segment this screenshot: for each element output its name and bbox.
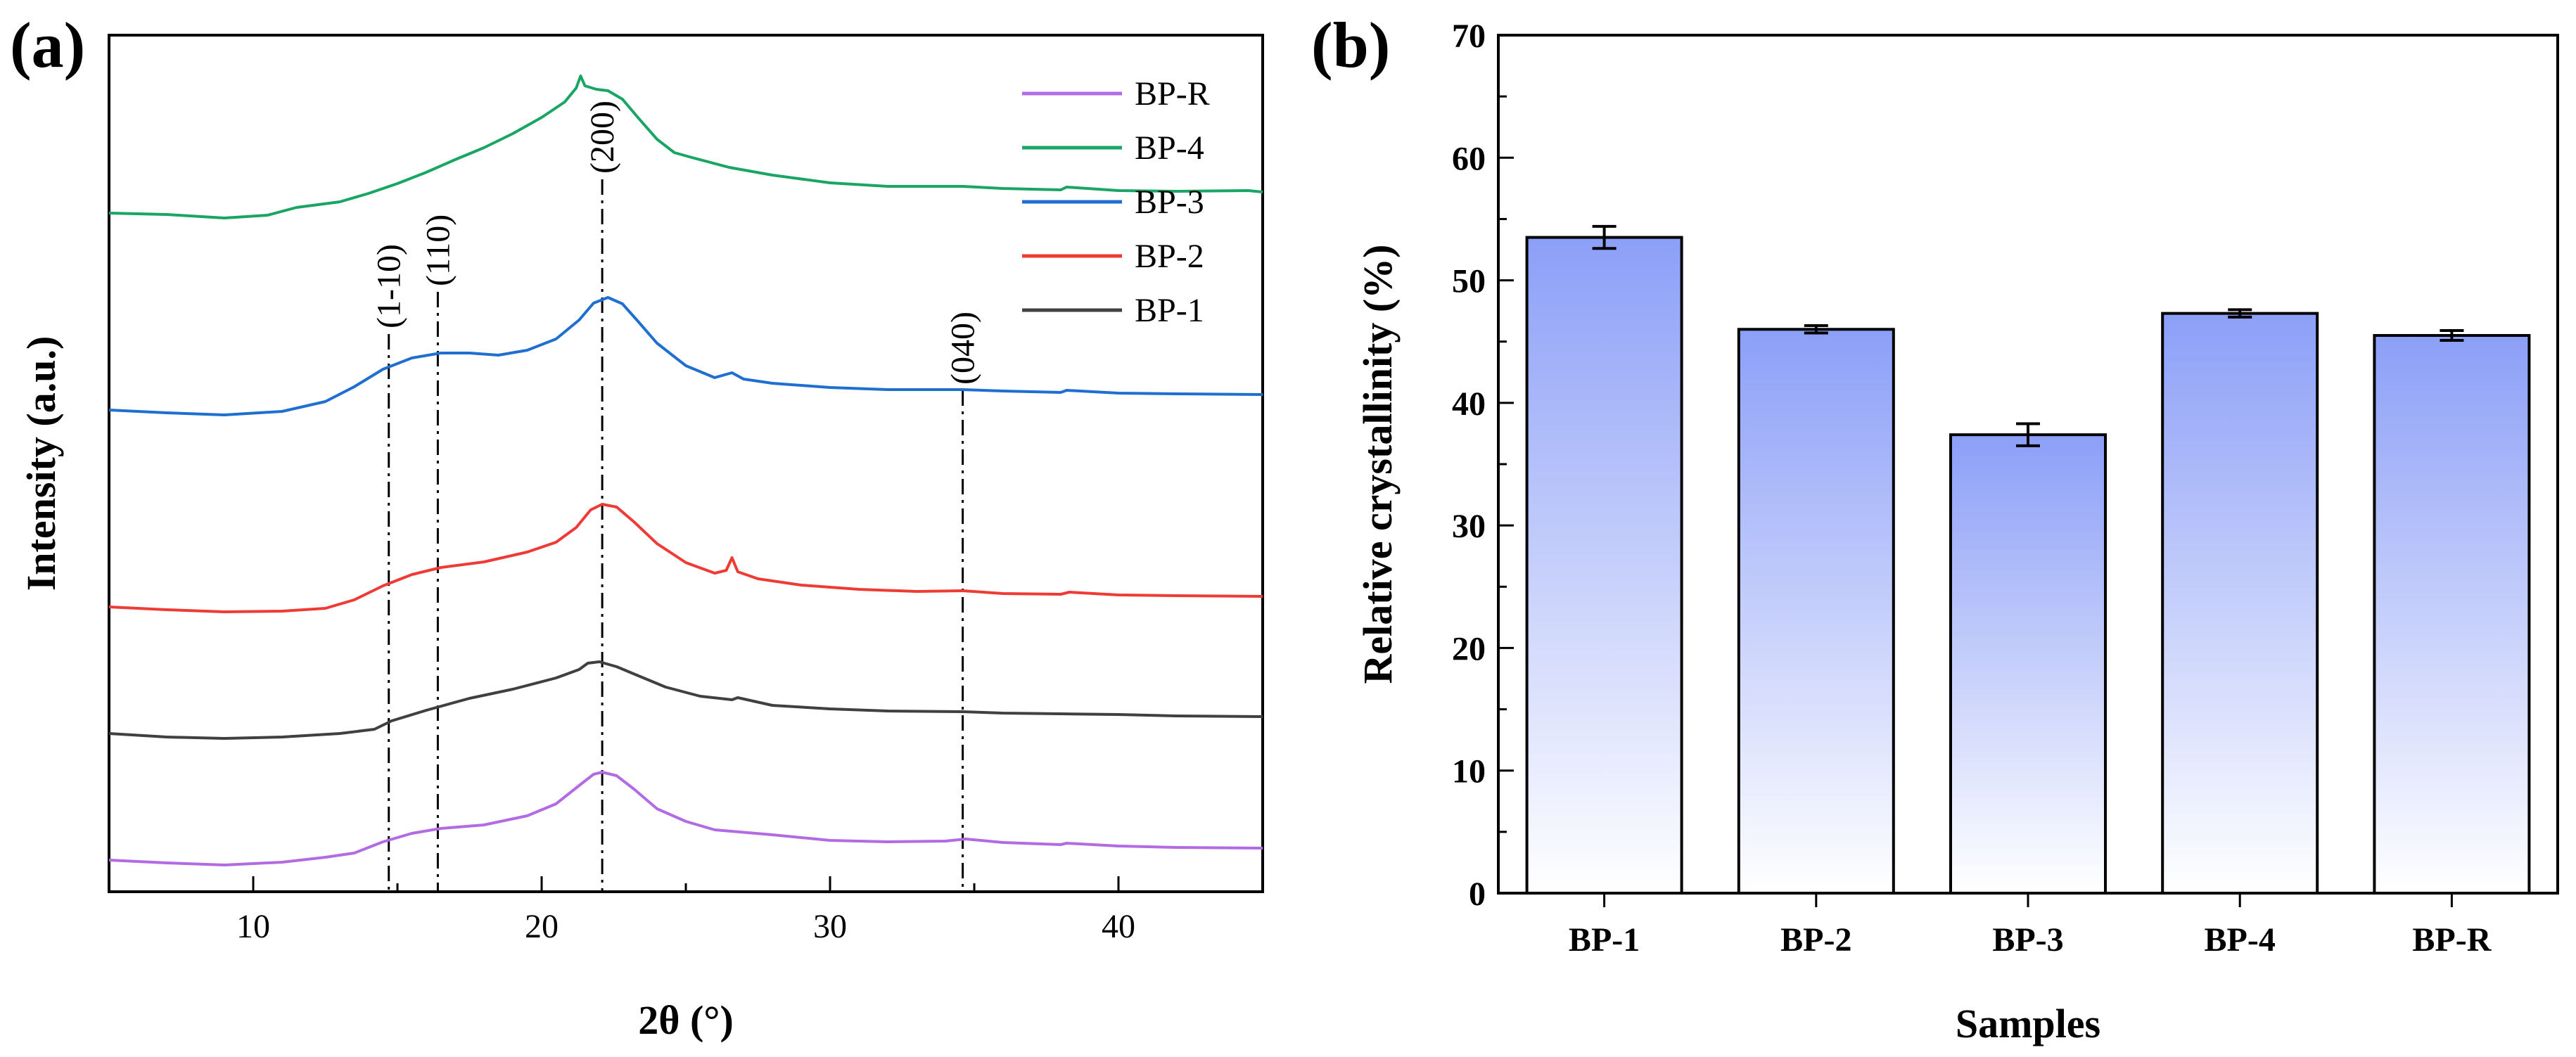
bar-bp-4 <box>2161 312 2319 895</box>
x-ticks-b: BP-1 BP-2 BP-3 BP-4 BP-R <box>1569 893 2492 959</box>
y-ticks: 0 10 20 30 40 50 60 70 <box>1452 18 1514 913</box>
y-tick-label: 20 <box>1452 630 1486 667</box>
y-tick-label: 70 <box>1452 18 1486 55</box>
category-label: BP-R <box>2412 921 2492 959</box>
series-line-bp-2 <box>108 503 1263 613</box>
legend-label: BP-4 <box>1135 129 1204 167</box>
y-tick-label: 60 <box>1452 140 1486 177</box>
panel-b: (b) 0 10 20 30 40 50 60 70 BP-1 BP-2 BP-3 BP-4 BP-R… <box>1311 9 2559 1046</box>
bar-bp-3 <box>1949 433 2107 895</box>
y-tick-label: 40 <box>1452 385 1486 423</box>
panel-a: (a) (1-10) (110)(200)(040) 10 20 30 40 BP-RB… <box>10 9 1264 1043</box>
category-label: BP-2 <box>1780 921 1851 959</box>
category-label: BP-3 <box>1992 921 2063 959</box>
reference-lines: (1-10) (110) (200) (040) <box>371 101 982 892</box>
bar-bp-2 <box>1737 328 1895 895</box>
x-tick-label: 40 <box>1102 908 1135 945</box>
panel-a-label: (a) <box>10 9 85 81</box>
legend: BP-R BP-4 BP-3 BP-2 BP-1 <box>1022 75 1210 329</box>
x-ticks: 10 20 30 40 <box>108 876 1264 945</box>
reference-line-label: (040) <box>945 312 982 385</box>
bars-group <box>1525 224 2531 895</box>
series-line-bp-4 <box>108 75 1263 219</box>
series-line-bp-1 <box>108 660 1263 740</box>
reference-line-label: (200) <box>584 101 621 174</box>
panel-a-frame <box>108 34 1264 893</box>
category-label: BP-4 <box>2205 921 2276 959</box>
bar-bp-r <box>2373 334 2531 895</box>
series-line-bp-3 <box>108 296 1263 416</box>
y-tick-label: 50 <box>1452 263 1486 300</box>
x-axis-title-a: 2θ (°) <box>638 997 734 1043</box>
category-label: BP-1 <box>1569 921 1640 959</box>
legend-label: BP-3 <box>1135 184 1204 221</box>
bar-bp-1 <box>1525 236 1683 895</box>
series-group <box>108 75 1263 866</box>
panel-b-label: (b) <box>1311 9 1390 81</box>
y-axis-title-b: Relative crystallinity (%) <box>1355 245 1401 684</box>
x-tick-label: 30 <box>813 908 847 945</box>
legend-label: BP-R <box>1135 75 1210 113</box>
y-tick-label: 0 <box>1469 876 1486 913</box>
y-axis-title-a: Intensity (a.u.) <box>18 336 64 591</box>
reference-line-label: (1-10) <box>371 244 408 328</box>
legend-label: BP-2 <box>1135 238 1204 275</box>
series-line-bp-r <box>108 771 1263 866</box>
y-tick-label: 30 <box>1452 508 1486 545</box>
x-tick-label: 20 <box>525 908 559 945</box>
x-axis-title-b: Samples <box>1956 1001 2100 1046</box>
reference-line-label: (110) <box>419 214 457 286</box>
x-tick-label: 10 <box>236 908 270 945</box>
y-tick-label: 10 <box>1452 753 1486 790</box>
legend-label: BP-1 <box>1135 292 1204 329</box>
